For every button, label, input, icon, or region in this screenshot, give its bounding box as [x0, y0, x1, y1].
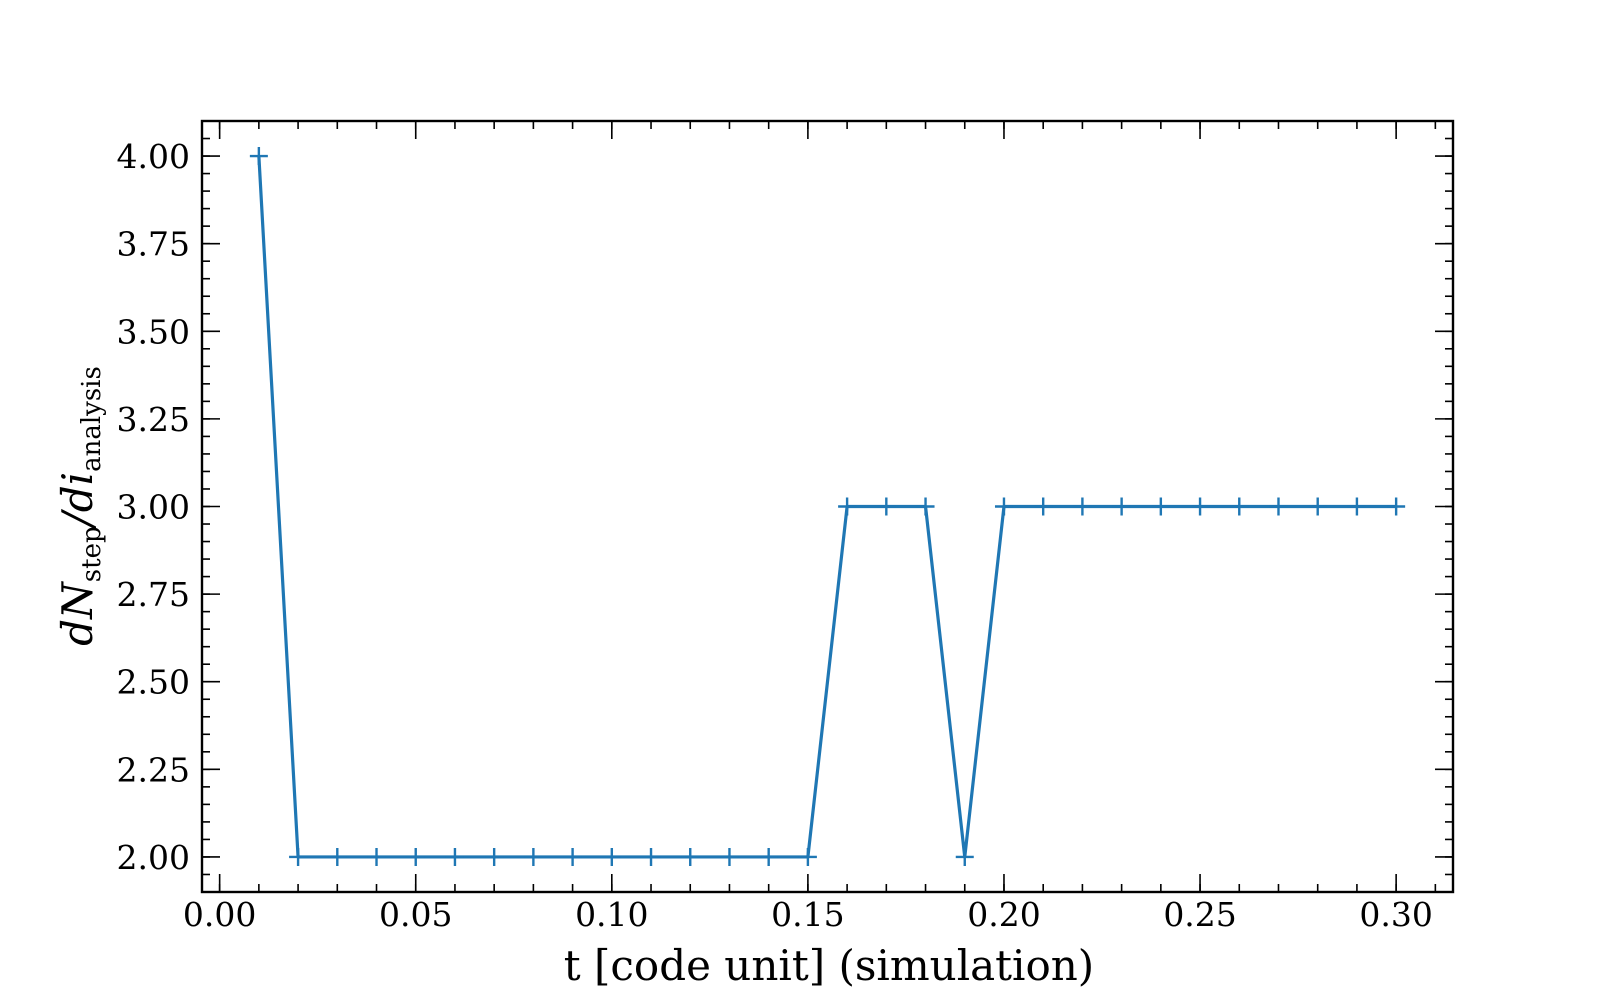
y-axis-label: dNstep/dianalysis [53, 366, 107, 646]
plot-frame [200, 119, 1455, 894]
x-tick-label: 0.00 [183, 895, 256, 934]
data-marker [289, 847, 308, 866]
data-marker [1191, 497, 1210, 516]
data-marker [955, 847, 974, 866]
data-marker [1073, 497, 1092, 516]
data-marker [328, 847, 347, 866]
data-marker [916, 497, 935, 516]
x-tick-label: 0.10 [575, 895, 648, 934]
data-marker [1034, 497, 1053, 516]
y-tick-label: 4.00 [117, 137, 190, 176]
data-marker [759, 847, 778, 866]
y-tick-label: 3.00 [117, 488, 190, 527]
data-marker [1151, 497, 1170, 516]
x-tick-label: 0.25 [1163, 895, 1236, 934]
y-tick-label: 2.75 [117, 575, 190, 614]
data-marker [1347, 497, 1366, 516]
y-label-sub: step [77, 526, 107, 582]
data-line [257, 155, 1397, 859]
y-tick-label: 3.50 [117, 312, 190, 351]
data-marker [642, 847, 661, 866]
data-marker [367, 847, 386, 866]
data-marker [406, 847, 425, 866]
y-tick-label: 3.25 [117, 400, 190, 439]
y-label-part: dN [53, 581, 102, 646]
data-marker [877, 497, 896, 516]
data-marker [602, 847, 621, 866]
y-tick-label: 3.75 [117, 225, 190, 264]
y-label-part: /di [53, 472, 102, 530]
x-tick-label: 0.20 [967, 895, 1040, 934]
data-marker [838, 497, 857, 516]
y-label-sub: analysis [77, 366, 107, 472]
data-marker [681, 847, 700, 866]
data-marker [249, 147, 268, 166]
data-marker [445, 847, 464, 866]
data-marker [524, 847, 543, 866]
data-marker [720, 847, 739, 866]
data-marker [994, 497, 1013, 516]
data-marker [485, 847, 504, 866]
data-marker [1230, 497, 1249, 516]
x-axis-label: t [code unit] (simulation) [564, 941, 1094, 990]
data-marker [563, 847, 582, 866]
data-marker [1387, 497, 1406, 516]
x-tick-label: 0.30 [1359, 895, 1432, 934]
data-marker [1269, 497, 1288, 516]
y-tick-label: 2.00 [117, 838, 190, 877]
x-tick-label: 0.05 [379, 895, 452, 934]
data-marker [798, 847, 817, 866]
data-marker [1308, 497, 1327, 516]
data-marker [1112, 497, 1131, 516]
x-tick-label: 0.15 [771, 895, 844, 934]
y-tick-label: 2.25 [117, 750, 190, 789]
y-tick-label: 2.50 [117, 663, 190, 702]
